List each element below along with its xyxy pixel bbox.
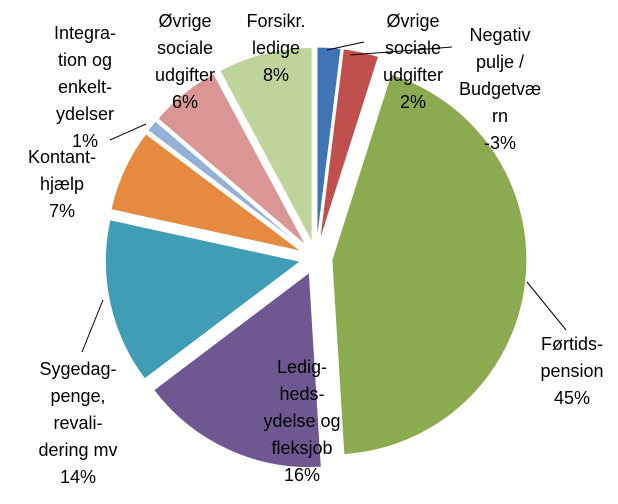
value-label: 8% [263, 65, 289, 85]
slice-label: udgifter [383, 65, 443, 85]
slice-label: sociale [157, 38, 213, 58]
value-label: 1% [72, 131, 98, 151]
pie-slice [318, 48, 380, 243]
leader-line [349, 46, 453, 56]
pie-slice [147, 120, 304, 249]
pie-slice [316, 46, 342, 243]
slice-label: Sygedag- [39, 359, 116, 379]
slice-label: Øvrige [158, 11, 211, 31]
slice-label: sociale [385, 38, 441, 58]
slice-label: udgifter [155, 65, 215, 85]
slice-label: Ledig- [277, 357, 327, 377]
value-label: 45% [554, 388, 590, 408]
pie-slice [219, 46, 313, 243]
value-label: 7% [49, 201, 75, 221]
slice-label: ledige [252, 38, 300, 58]
leader-line [109, 123, 147, 141]
pie-slice [110, 133, 302, 252]
slice-label: dering mv [38, 440, 117, 460]
slice-label: Negativ [469, 25, 530, 45]
leader-line [526, 281, 567, 331]
leader-line [326, 41, 365, 51]
slice-label: penge, [50, 386, 105, 406]
leader-lines [81, 41, 567, 353]
slice-label: tion og [58, 50, 112, 70]
pie-slice [157, 73, 307, 246]
slice-label: heds- [279, 384, 324, 404]
pie-slice [104, 219, 302, 380]
slice-label: Øvrige [386, 11, 439, 31]
slice-label: hjælp [40, 174, 84, 194]
slice-label: pension [540, 361, 603, 381]
value-label: 16% [284, 465, 320, 485]
slice-label: Kontant- [28, 147, 96, 167]
value-label: 6% [172, 92, 198, 112]
value-label: -3% [484, 133, 516, 153]
slice-label: pulje / [476, 52, 524, 72]
slice-label: Integra- [54, 23, 116, 43]
pie-slice [152, 271, 322, 469]
slice-label: Førtids- [541, 334, 603, 354]
value-label: 14% [60, 467, 96, 487]
slice-label: ydelser [56, 104, 114, 124]
leader-line [81, 299, 104, 353]
labels: Øvrige sociale udgifter 2% Negativ pulje / Bud… [28, 11, 604, 487]
pie [104, 46, 528, 469]
slice-label: Forsikr. [246, 11, 305, 31]
slice-label: enkelt- [58, 77, 112, 97]
slice-label: ydelse og [263, 411, 340, 431]
slice-label: rn [492, 106, 508, 126]
slice-label: fleksjob [271, 438, 332, 458]
value-label: 2% [400, 92, 426, 112]
pie-slice [331, 73, 528, 456]
slice-label: revali- [53, 413, 102, 433]
slice-label: Budgetvæ [459, 79, 541, 99]
